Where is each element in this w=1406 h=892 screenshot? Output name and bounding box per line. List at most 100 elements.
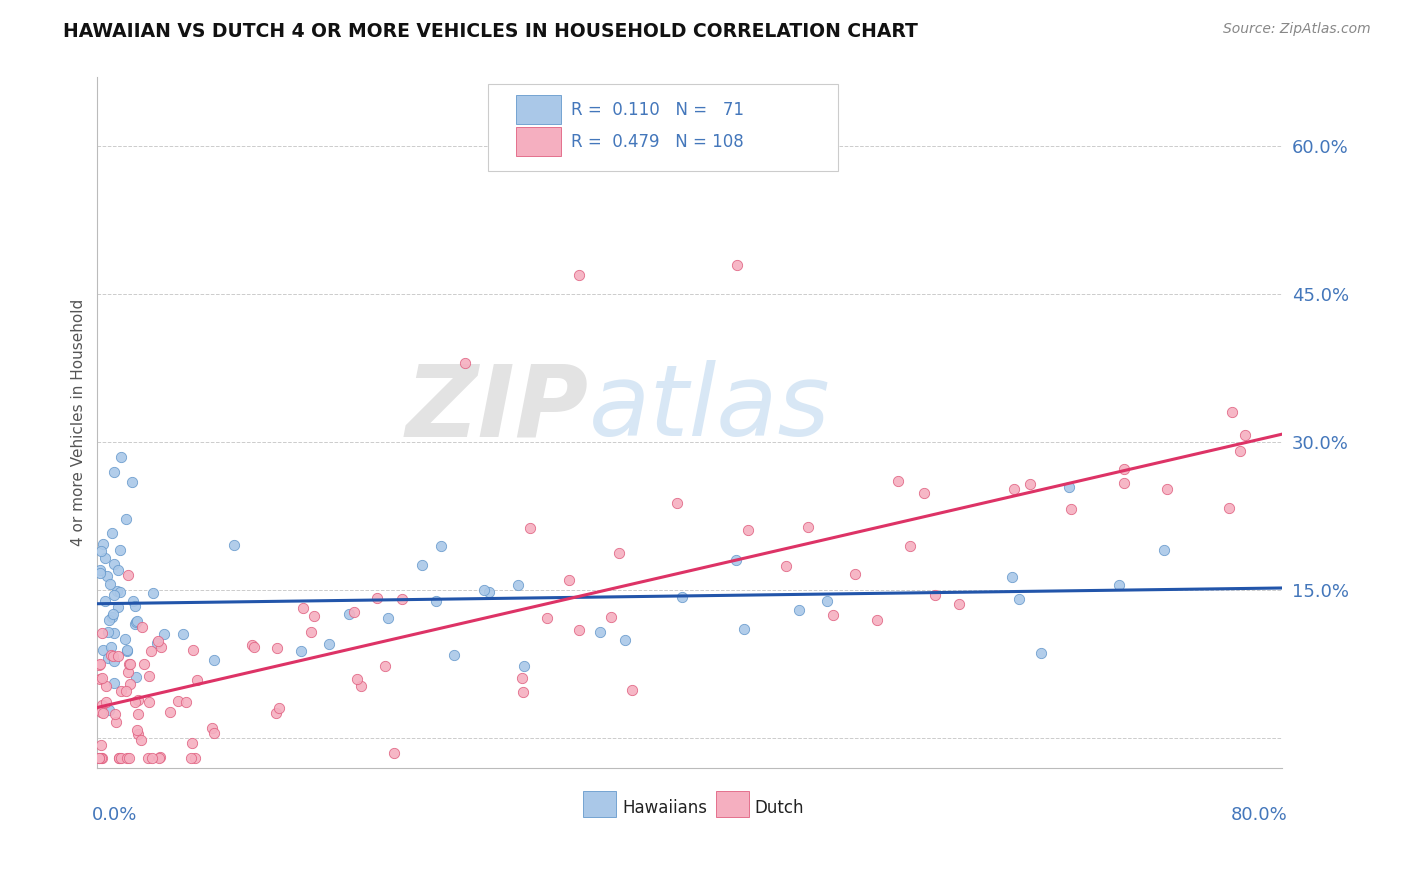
Point xyxy=(118,677,141,691)
Point xyxy=(97,703,120,717)
Point xyxy=(107,599,129,614)
Point xyxy=(266,706,288,721)
Point xyxy=(94,695,117,709)
Point xyxy=(150,640,173,654)
Point xyxy=(87,658,110,673)
Point xyxy=(733,623,755,637)
Text: Source: ZipAtlas.com: Source: ZipAtlas.com xyxy=(1223,22,1371,37)
Point xyxy=(97,614,120,628)
Point xyxy=(815,594,838,608)
Point xyxy=(391,592,413,607)
Point xyxy=(103,626,125,640)
FancyBboxPatch shape xyxy=(583,791,616,817)
Point xyxy=(172,627,194,641)
Point xyxy=(98,576,121,591)
Point xyxy=(1019,477,1042,491)
Text: HAWAIIAN VS DUTCH 4 OR MORE VEHICLES IN HOUSEHOLD CORRELATION CHART: HAWAIIAN VS DUTCH 4 OR MORE VEHICLES IN … xyxy=(63,22,918,41)
Point xyxy=(1218,500,1240,515)
Point xyxy=(87,751,110,765)
Point xyxy=(124,696,146,710)
Point xyxy=(103,465,125,479)
Point xyxy=(138,669,160,683)
Point xyxy=(725,552,748,566)
Text: Dutch: Dutch xyxy=(755,798,804,817)
Point xyxy=(115,512,138,526)
Point xyxy=(290,644,312,658)
Point xyxy=(89,657,111,671)
Point xyxy=(148,751,170,765)
Text: 80.0%: 80.0% xyxy=(1232,805,1288,823)
Point xyxy=(115,683,138,698)
Point xyxy=(513,659,536,673)
Point xyxy=(349,679,371,693)
Point xyxy=(108,751,131,765)
Point xyxy=(118,657,141,672)
Point xyxy=(136,751,159,765)
Point xyxy=(103,676,125,690)
Point xyxy=(797,520,820,534)
Point xyxy=(100,640,122,654)
Point xyxy=(103,588,125,602)
Point xyxy=(568,268,591,282)
Point xyxy=(103,557,125,571)
Point xyxy=(183,751,205,765)
Point xyxy=(89,705,111,719)
Point xyxy=(149,750,172,764)
Point xyxy=(614,633,637,648)
Point xyxy=(125,614,148,628)
Point xyxy=(101,648,124,663)
Point xyxy=(127,727,149,741)
FancyBboxPatch shape xyxy=(716,791,749,817)
Point xyxy=(302,608,325,623)
Point xyxy=(607,546,630,560)
Point xyxy=(121,475,143,489)
Point xyxy=(558,573,581,587)
Point xyxy=(94,594,117,608)
Point xyxy=(898,539,921,553)
Point xyxy=(1008,592,1031,607)
Point xyxy=(104,706,127,721)
Point xyxy=(101,610,124,624)
Point xyxy=(105,584,128,599)
FancyBboxPatch shape xyxy=(516,95,561,124)
Point xyxy=(97,650,120,665)
Point xyxy=(318,636,340,650)
Point xyxy=(139,644,162,658)
Point xyxy=(512,685,534,699)
Point xyxy=(411,558,433,572)
Point xyxy=(91,698,114,712)
FancyBboxPatch shape xyxy=(516,128,561,156)
Point xyxy=(1156,483,1178,497)
Point xyxy=(101,525,124,540)
FancyBboxPatch shape xyxy=(488,85,838,170)
Point xyxy=(125,723,148,737)
Point xyxy=(100,648,122,662)
Point xyxy=(443,648,465,663)
Point xyxy=(222,538,245,552)
Point xyxy=(118,751,141,765)
Point xyxy=(110,751,132,765)
Point xyxy=(115,644,138,658)
Y-axis label: 4 or more Vehicles in Household: 4 or more Vehicles in Household xyxy=(72,299,86,546)
Point xyxy=(181,736,204,750)
Point xyxy=(159,705,181,719)
Text: ZIP: ZIP xyxy=(406,360,589,458)
Point xyxy=(1002,482,1025,496)
Point xyxy=(138,695,160,709)
Text: R =  0.110   N =   71: R = 0.110 N = 71 xyxy=(571,101,744,119)
Point xyxy=(96,569,118,583)
Point xyxy=(1001,569,1024,583)
Point xyxy=(167,694,190,708)
Point xyxy=(366,591,388,605)
Point xyxy=(671,591,693,605)
Point xyxy=(94,551,117,566)
Point xyxy=(201,721,224,735)
Point xyxy=(181,643,204,657)
Point xyxy=(134,657,156,672)
Point xyxy=(89,563,111,577)
Text: Hawaiians: Hawaiians xyxy=(621,798,707,817)
Point xyxy=(266,641,288,656)
Point xyxy=(117,665,139,679)
Point xyxy=(110,450,132,464)
Point xyxy=(384,746,406,760)
